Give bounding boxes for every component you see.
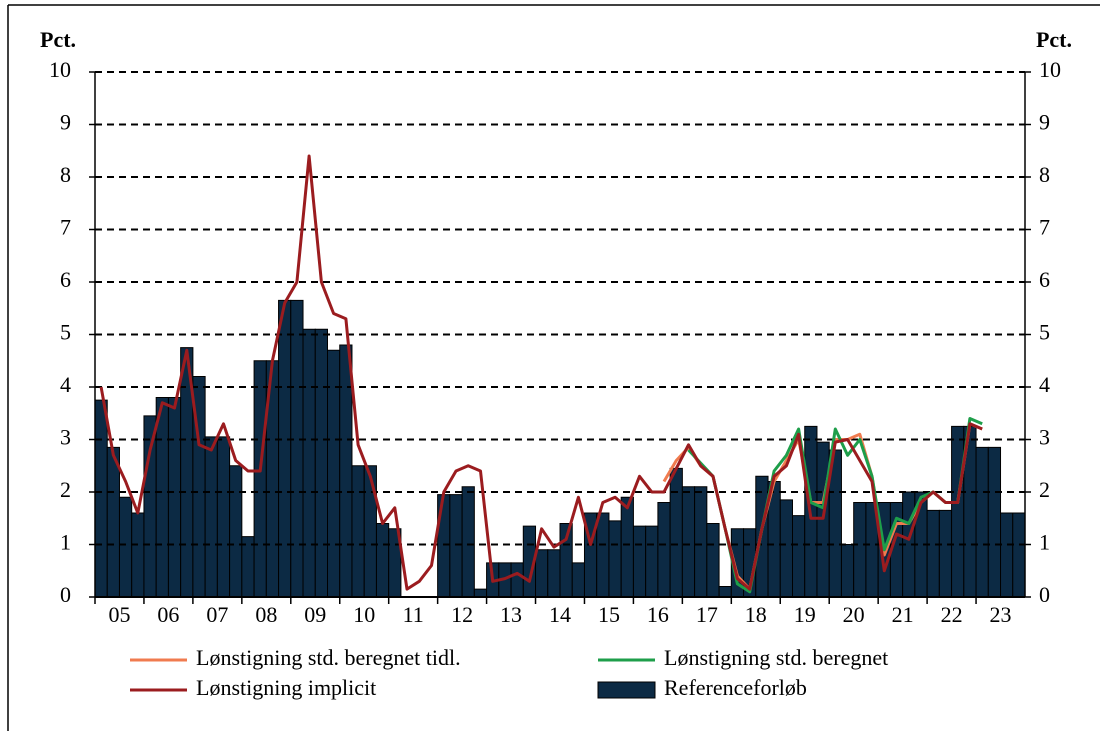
y2-tick-label: 4 — [1039, 372, 1050, 397]
bar — [840, 544, 855, 598]
x-tick-label: 14 — [549, 602, 571, 627]
bar — [375, 523, 390, 598]
y-tick-label: 9 — [60, 110, 71, 135]
y-tick-label: 0 — [60, 582, 71, 607]
bar — [314, 328, 328, 598]
bar — [792, 515, 806, 598]
y2-tick-label: 6 — [1039, 267, 1050, 292]
bar — [216, 436, 231, 598]
bar — [1000, 512, 1014, 598]
bar — [547, 549, 561, 598]
bar — [167, 397, 182, 598]
bar — [1012, 512, 1026, 598]
line-series — [99, 154, 983, 591]
bar — [449, 494, 463, 598]
bar — [155, 397, 169, 598]
bar — [632, 525, 647, 598]
bar — [779, 499, 794, 598]
bar — [645, 525, 659, 598]
x-tick-label: 18 — [745, 602, 767, 627]
bar — [694, 486, 708, 598]
x-tick-label: 15 — [598, 602, 620, 627]
x-tick-label: 06 — [157, 602, 179, 627]
bar — [278, 299, 292, 598]
bar — [461, 486, 475, 598]
y2-tick-label: 8 — [1039, 162, 1050, 187]
y2-tick-label: 2 — [1039, 477, 1050, 502]
x-tick-label: 11 — [403, 602, 424, 627]
bar — [608, 520, 622, 598]
x-tick-label: 21 — [892, 602, 914, 627]
bar — [926, 509, 940, 598]
bar — [681, 486, 696, 598]
x-tick-label: 13 — [500, 602, 522, 627]
x-tick-label: 05 — [108, 602, 130, 627]
bar — [118, 496, 133, 598]
y-axis-label: Pct. — [40, 27, 76, 52]
x-tick-label: 07 — [206, 602, 228, 627]
bar — [94, 399, 108, 598]
bar — [510, 562, 524, 598]
x-tick-label: 12 — [451, 602, 473, 627]
bar — [938, 509, 953, 598]
y-tick-label: 10 — [49, 57, 71, 82]
bar — [620, 496, 634, 598]
bar — [951, 425, 965, 598]
bar — [535, 549, 549, 598]
y-tick-label: 8 — [60, 162, 71, 187]
legend-label: Referenceforløb — [664, 675, 807, 700]
bar — [473, 588, 488, 598]
y-tick-label: 6 — [60, 267, 71, 292]
y2-tick-label: 5 — [1039, 320, 1050, 345]
bar — [106, 446, 120, 598]
y-tick-label: 4 — [60, 372, 71, 397]
y-tick-label: 2 — [60, 477, 71, 502]
bar — [669, 467, 683, 598]
bar — [363, 465, 377, 598]
bar — [131, 512, 145, 598]
bar — [290, 299, 304, 598]
x-tick-label: 17 — [696, 602, 718, 627]
bar — [302, 328, 316, 598]
y2-tick-label: 7 — [1039, 215, 1050, 240]
bar — [853, 502, 867, 598]
bar — [143, 415, 157, 598]
y2-tick-label: 0 — [1039, 582, 1050, 607]
y-tick-label: 1 — [60, 530, 71, 555]
y2-tick-label: 9 — [1039, 110, 1050, 135]
legend-label: Lønstigning implicit — [196, 675, 376, 700]
y2-tick-label: 1 — [1039, 530, 1050, 555]
bar — [339, 344, 353, 598]
x-tick-label: 20 — [843, 602, 865, 627]
bar — [253, 360, 267, 598]
legend-label: Lønstigning std. beregnet — [664, 645, 888, 670]
y2-tick-label: 3 — [1039, 425, 1050, 450]
y-tick-label: 7 — [60, 215, 71, 240]
x-tick-label: 09 — [304, 602, 326, 627]
x-tick-label: 10 — [353, 602, 375, 627]
y2-tick-label: 10 — [1039, 57, 1061, 82]
x-tick-label: 08 — [255, 602, 277, 627]
x-tick-label: 23 — [990, 602, 1012, 627]
legend-swatch — [597, 681, 656, 699]
bar — [204, 436, 218, 598]
bar — [229, 465, 243, 598]
bar — [975, 446, 989, 598]
y2-axis-label: Pct. — [1036, 27, 1072, 52]
y-tick-label: 3 — [60, 425, 71, 450]
y-tick-label: 5 — [60, 320, 71, 345]
x-tick-label: 19 — [794, 602, 816, 627]
x-tick-label: 16 — [647, 602, 669, 627]
bar — [241, 536, 255, 598]
bar — [596, 512, 610, 598]
bar — [571, 562, 585, 598]
legend-label: Lønstigning std. beregnet tidl. — [196, 645, 461, 670]
bar — [351, 465, 365, 598]
bar — [718, 586, 732, 598]
bar — [706, 523, 720, 598]
bar — [657, 502, 671, 598]
x-tick-label: 22 — [941, 602, 963, 627]
bar — [987, 446, 1002, 598]
